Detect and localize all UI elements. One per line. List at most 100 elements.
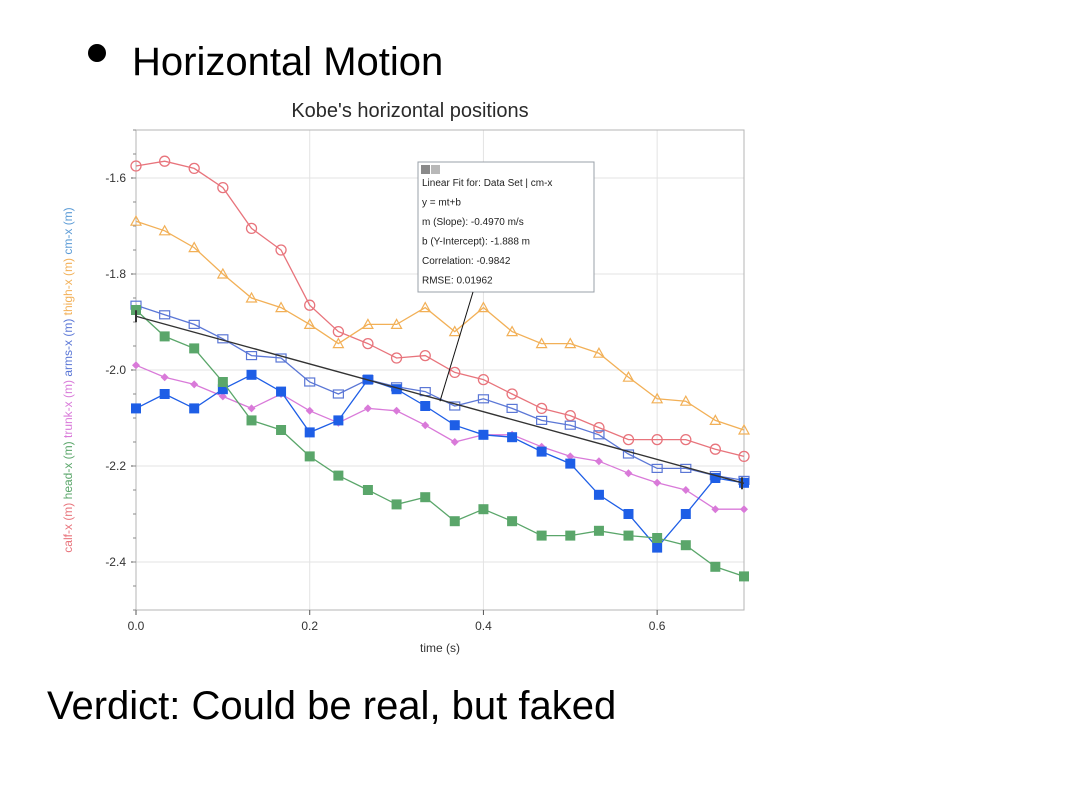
data-point [245,222,258,235]
data-point [363,404,372,413]
data-point [159,389,170,399]
minimize-icon [431,165,440,174]
data-point [593,489,604,500]
data-point [276,425,287,435]
data-point [217,181,229,194]
series-cm-x [131,369,749,553]
data-point [564,420,576,430]
data-point [711,505,720,514]
data-point [159,310,171,320]
data-point [506,325,519,337]
data-point [477,373,490,386]
y-label-calf-x-m: calf-x (m) [61,503,75,553]
data-point [622,433,635,446]
data-point [189,343,200,354]
fit-box-line: Linear Fit for: Data Set | cm-x [422,178,552,189]
data-point [132,361,140,370]
series-line-thigh-x [135,220,745,431]
data-point [361,318,374,329]
data-point [507,432,518,443]
y-tick-labels: -1.6 -1.8 -2.0 -2.2 -2.4 [105,129,136,611]
data-point [592,346,605,358]
data-point [681,486,690,494]
data-point [535,337,548,349]
data-point [419,301,432,313]
data-point [159,155,171,167]
data-point [390,352,403,364]
data-point [594,457,603,466]
data-point [651,392,664,404]
y-label-text: calf-x (m) head-x (m) trunk-x (m) arms-x… [61,207,75,552]
series-thigh-x [129,214,751,435]
data-point [622,370,635,382]
x-tick-label: 0.6 [649,619,666,633]
data-point [477,394,490,404]
data-point [188,241,201,253]
bullet-item: Horizontal Motion [88,30,443,90]
data-point [304,451,315,462]
data-point [362,485,373,495]
fit-box-pointer [439,291,474,402]
data-point [564,337,577,349]
y-label-thigh-x-m: thigh-x (m) [61,258,75,319]
data-point [362,337,374,350]
x-tick-label: 0.0 [128,619,145,633]
data-point [535,402,548,415]
y-tick-label: -2.0 [105,363,126,377]
series-line-trunk-x [135,364,744,510]
data-point [188,162,200,175]
data-point [275,301,288,313]
data-point [245,291,258,303]
data-point [421,421,430,430]
data-point [536,415,548,425]
series-line-calf-x [135,160,745,458]
data-point [651,433,663,446]
data-point [710,561,721,572]
data-point [507,516,518,527]
data-point [217,377,228,387]
series-line-head-x [135,309,745,578]
y-label-stack: calf-x (m) head-x (m) trunk-x (m) arms-x… [61,207,75,552]
data-point [536,530,547,541]
data-point [593,525,604,536]
data-point [449,401,461,411]
data-point [190,380,199,389]
fit-info-box: Linear Fit for: Data Set | cm-x y = mt+b m… [417,161,595,402]
data-point [189,403,200,414]
series-line-cm-x [135,374,745,549]
data-point [130,160,142,172]
data-point [131,403,141,414]
chart-title: Kobe's horizontal positions [291,100,528,122]
data-point [419,349,431,362]
data-point [653,478,662,487]
data-point [506,403,518,413]
data-point [246,415,257,426]
data-point [565,458,576,469]
y-label-head-x-m: head-x (m) [61,441,75,502]
data-point [738,450,750,463]
series-layer [129,155,751,582]
data-point [245,351,258,361]
data-point [303,318,316,329]
data-point [506,388,518,400]
data-point [478,504,489,515]
data-point [420,401,431,411]
data-point [333,415,344,426]
data-point [624,469,633,478]
data-point [478,429,489,440]
data-point [448,325,461,337]
data-point [333,470,344,481]
series-head-x [131,305,749,582]
fit-box-line: y = mt+b [422,198,461,209]
data-point [332,337,345,349]
data-point [449,516,460,527]
y-label-cm-x-m: cm-x (m) [61,207,75,258]
y-tick-label: -1.6 [105,171,126,185]
data-point [536,446,547,457]
data-point [651,463,663,473]
data-point [449,366,461,379]
data-point [420,492,431,503]
series-line-arms-x [135,304,745,482]
close-icon [421,165,430,174]
data-point [332,325,345,338]
